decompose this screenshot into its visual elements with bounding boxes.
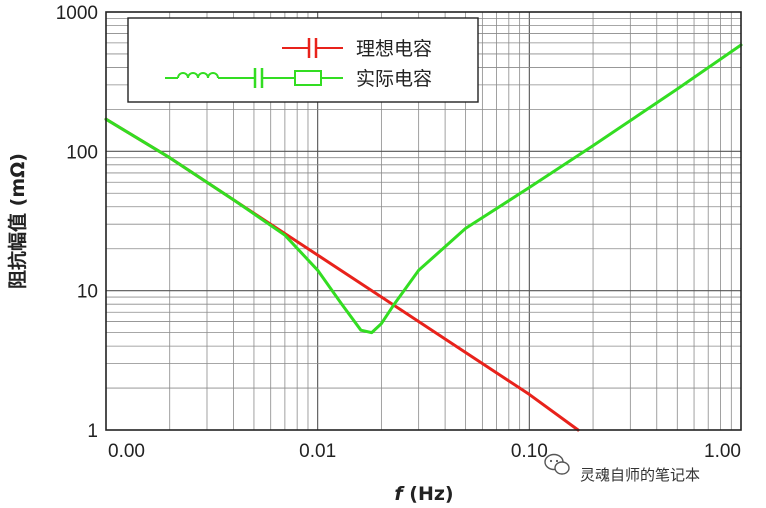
series-lines bbox=[104, 43, 743, 432]
legend-label-real: 实际电容 bbox=[356, 68, 432, 90]
x-tick-label: 0.10 bbox=[511, 441, 548, 462]
legend-item-ideal-capacitor: 理想电容 bbox=[282, 38, 432, 60]
y-tick-label: 10 bbox=[77, 282, 98, 303]
series-line-real-capacitor bbox=[104, 43, 743, 335]
watermark-text: 灵魂自师的笔记本 bbox=[580, 466, 700, 484]
legend-item-real-capacitor: 实际电容 bbox=[165, 68, 432, 90]
x-axis-title: f (Hz) bbox=[394, 483, 453, 505]
y-tick-label: 100 bbox=[66, 142, 98, 163]
inductor-symbol bbox=[177, 72, 219, 79]
y-tick-label: 1 bbox=[87, 421, 98, 442]
x-axis-title-unit: (Hz) bbox=[403, 483, 454, 505]
x-tick-label: 0.01 bbox=[299, 441, 336, 462]
watermark: 灵魂自师的笔记本 bbox=[544, 453, 700, 484]
legend-box bbox=[127, 17, 479, 103]
x-tick-label: 0.00 bbox=[108, 441, 145, 462]
x-tick-label: 1.00 bbox=[704, 441, 741, 462]
y-axis-title: 阻抗幅值 (mΩ) bbox=[6, 153, 29, 289]
y-tick-label: 1000 bbox=[56, 3, 98, 24]
legend: 理想电容 实际电容 bbox=[127, 17, 479, 103]
legend-label-ideal: 理想电容 bbox=[356, 38, 432, 60]
x-axis-title-symbol: f bbox=[394, 483, 405, 505]
plot-frame bbox=[105, 11, 742, 431]
wechat-icon bbox=[544, 453, 570, 475]
tick-labels: 1 10 100 1000 0.00 0.01 0.10 1.00 bbox=[56, 3, 741, 462]
